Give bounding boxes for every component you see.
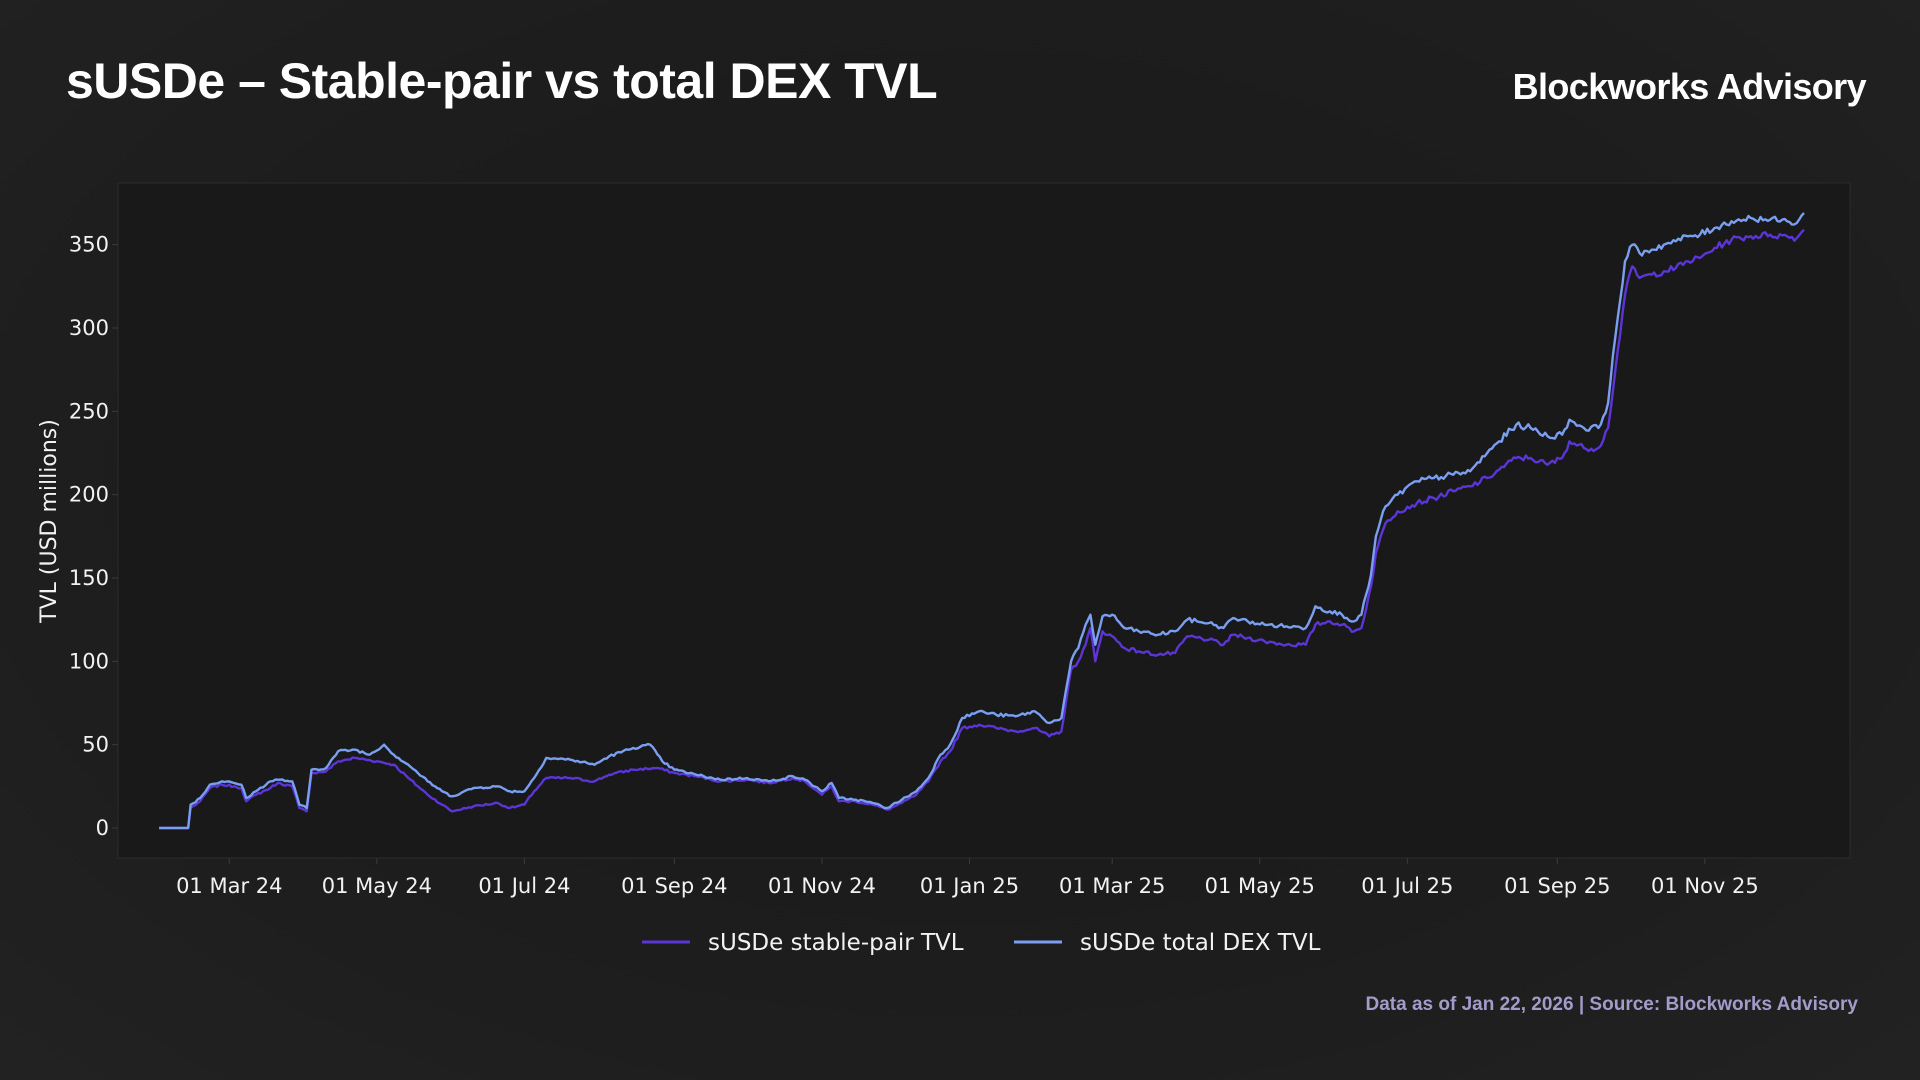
x-tick-label: 01 May 25	[1205, 874, 1315, 898]
brand-logo: Blockworks Advisory	[1512, 66, 1867, 107]
x-tick-label: 01 Jan 25	[920, 874, 1019, 898]
x-tick-label: 01 May 24	[322, 874, 432, 898]
legend: sUSDe stable-pair TVL sUSDe total DEX TVL	[642, 930, 1321, 956]
series-lines	[159, 212, 1805, 830]
x-tick-label: 01 Sep 25	[1504, 874, 1610, 898]
y-axis-title: TVL (USD millions)	[37, 419, 62, 624]
y-tick-label: 250	[69, 399, 109, 423]
x-tick-label: 01 Jul 25	[1361, 874, 1453, 898]
x-tick-label: 01 Nov 24	[768, 874, 876, 898]
x-tick-label: 01 Sep 24	[621, 874, 727, 898]
y-tick-label: 100	[69, 649, 109, 673]
series-line-total-dex	[159, 212, 1805, 830]
chart-title: sUSDe – Stable-pair vs total DEX TVL	[66, 53, 938, 109]
y-tick-label: 350	[69, 233, 109, 257]
x-axis: 01 Mar 24 01 May 24 01 Jul 24 01 Sep 24 01 N…	[176, 858, 1759, 898]
source-note: Data as of Jan 22, 2026 | Source: Blockw…	[1365, 994, 1859, 1015]
y-tick-label: 150	[69, 566, 109, 590]
y-tick-label: 50	[82, 733, 109, 757]
legend-label: sUSDe total DEX TVL	[1080, 930, 1321, 956]
plot-area	[117, 182, 1851, 859]
legend-label: sUSDe stable-pair TVL	[708, 930, 964, 956]
y-axis: 0 50 100 150 200 250 300 350	[69, 233, 118, 840]
series-line-stable-pair	[159, 228, 1805, 830]
x-tick-label: 01 Nov 25	[1651, 874, 1759, 898]
x-tick-label: 01 Mar 25	[1059, 874, 1165, 898]
y-tick-label: 0	[96, 816, 109, 840]
y-tick-label: 200	[69, 483, 109, 507]
x-tick-label: 01 Mar 24	[176, 874, 282, 898]
x-tick-label: 01 Jul 24	[478, 874, 570, 898]
y-tick-label: 300	[69, 316, 109, 340]
